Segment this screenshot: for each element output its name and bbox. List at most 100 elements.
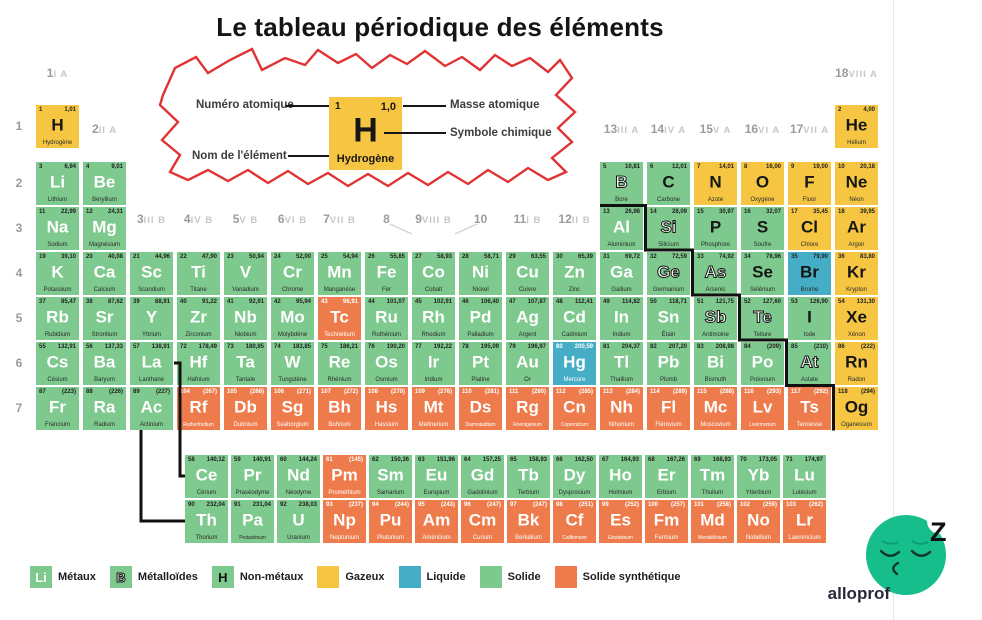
element-cell-lr: 103 (262) Lr Lawrencium: [783, 500, 826, 543]
element-cell-ds: 110 (281) Ds Darmstadtium: [459, 387, 502, 430]
atomic-mass: 162,50: [574, 457, 593, 463]
group-number: 15: [699, 122, 713, 136]
element-symbol: Es: [610, 510, 631, 530]
element-name: Seaborgium: [276, 421, 309, 428]
group-header-4: 4IV B: [177, 210, 220, 228]
atomic-mass: 173,05: [758, 457, 777, 463]
atomic-mass: (223): [61, 389, 76, 395]
atomic-number: 66: [556, 457, 563, 463]
element-symbol: K: [51, 262, 64, 282]
element-cell-ca: 20 40,08 Ca Calcium: [83, 252, 126, 295]
element-cell-w: 74 183,85 W Tungstène: [271, 342, 314, 385]
element-cell-as: 33 74,92 As Arsenic: [694, 252, 737, 295]
element-symbol: Cf: [565, 510, 584, 530]
atomic-mass: (226): [108, 389, 123, 395]
atomic-number: 95: [418, 502, 425, 508]
atomic-mass: 83,80: [859, 254, 875, 260]
atomic-mass: (209): [766, 344, 781, 350]
element-cell-f: 9 19,00 F Fluor: [788, 162, 831, 205]
element-symbol: Pb: [657, 352, 680, 372]
element-symbol: Sc: [141, 262, 162, 282]
element-symbol: Be: [93, 172, 116, 192]
element-cell-lu: 71 174,97 Lu Lutécium: [783, 455, 826, 498]
atomic-mass: 6,94: [64, 164, 76, 170]
element-symbol: Po: [751, 352, 774, 372]
element-name: Antimoine: [702, 331, 729, 338]
element-symbol: Hg: [563, 352, 586, 372]
element-name: Césium: [47, 376, 68, 383]
atomic-mass: 167,26: [666, 457, 685, 463]
element-name: Aluminium: [607, 241, 636, 248]
atomic-mass: 28,09: [671, 209, 687, 215]
element-cell-es: 99 (252) Es Einsteinium: [599, 500, 642, 543]
element-name: Dysprosium: [558, 489, 591, 496]
element-cell-cs: 55 132,91 Cs Césium: [36, 342, 79, 385]
atomic-mass: (294): [860, 389, 875, 395]
atomic-number: 99: [602, 502, 609, 508]
atomic-mass: 22,99: [60, 209, 76, 215]
element-cell-mn: 25 54,94 Mn Manganèse: [318, 252, 361, 295]
element-cell-rf: 104 (267) Rf Rutherfordium: [177, 387, 220, 430]
atomic-number: 108: [368, 389, 379, 395]
atomic-number: 13: [603, 209, 610, 215]
element-cell-ir: 77 192,22 Ir Iridium: [412, 342, 455, 385]
atomic-mass: 14,01: [718, 164, 734, 170]
element-name: Neptunium: [329, 534, 359, 541]
atomic-number: 32: [650, 254, 657, 260]
element-name: Erbium: [656, 489, 676, 496]
atomic-number: 60: [280, 457, 287, 463]
element-cell-be: 4 9,01 Be Béryllium: [83, 162, 126, 205]
atomic-mass: 168,93: [712, 457, 731, 463]
element-symbol: Pt: [472, 352, 489, 372]
group-header-15: 15V A: [694, 120, 737, 138]
element-cell-eu: 63 151,96 Eu Europium: [415, 455, 458, 498]
element-symbol: Hf: [189, 352, 208, 372]
atomic-number: 49: [603, 299, 610, 305]
group-number: 10: [473, 212, 488, 226]
element-symbol: Pm: [331, 465, 358, 485]
element-symbol: Tc: [330, 307, 349, 327]
atomic-mass: (285): [578, 389, 593, 395]
element-symbol: Ac: [140, 397, 163, 417]
page-title: Le tableau périodique des éléments: [216, 12, 664, 42]
atomic-mass: 195,09: [480, 344, 499, 350]
element-symbol: Pa: [242, 510, 263, 530]
element-symbol: Md: [700, 510, 725, 530]
element-name: Ruthénium: [371, 331, 401, 338]
atomic-mass: 4,00: [863, 107, 875, 113]
element-cell-sc: 21 44,96 Sc Scandium: [130, 252, 173, 295]
element-name: Plomb: [659, 376, 677, 383]
element-name: Tungstène: [278, 376, 307, 383]
atomic-number: 21: [133, 254, 140, 260]
element-cell-cr: 24 52,00 Cr Chrome: [271, 252, 314, 295]
element-symbol: B: [615, 172, 628, 192]
element-symbol: Pu: [379, 510, 402, 530]
element-cell-cd: 48 112,41 Cd Cadmium: [553, 297, 596, 340]
element-symbol: Mt: [423, 397, 444, 417]
element-symbol: F: [804, 172, 815, 192]
element-symbol: Ga: [610, 262, 633, 282]
group-roman: I B: [526, 215, 542, 226]
element-name: Palladium: [467, 331, 494, 338]
atomic-mass: 183,85: [292, 344, 311, 350]
atomic-mass: 131,30: [856, 299, 875, 305]
element-cell-cl: 17 35,45 Cl Chlore: [788, 207, 831, 250]
group-number: 2: [91, 122, 99, 136]
element-name: Soufre: [753, 241, 772, 248]
element-name: Mercure: [563, 376, 586, 383]
element-name: Moscovium: [700, 421, 731, 428]
atomic-mass: (293): [766, 389, 781, 395]
element-symbol: He: [845, 115, 868, 135]
atomic-number: 74: [274, 344, 281, 350]
element-symbol: Nd: [287, 465, 310, 485]
element-cell-rn: 86 (222) Rn Radon: [835, 342, 878, 385]
atomic-number: 86: [838, 344, 845, 350]
element-name: Cuivre: [518, 286, 537, 293]
atomic-mass: 98,91: [342, 299, 358, 305]
element-cell-tc: 43 98,91 Tc Technétium: [318, 297, 361, 340]
element-name: Iridium: [424, 376, 443, 383]
atomic-mass: (222): [860, 344, 875, 350]
atomic-number: 62: [372, 457, 379, 463]
atomic-number: 67: [602, 457, 609, 463]
